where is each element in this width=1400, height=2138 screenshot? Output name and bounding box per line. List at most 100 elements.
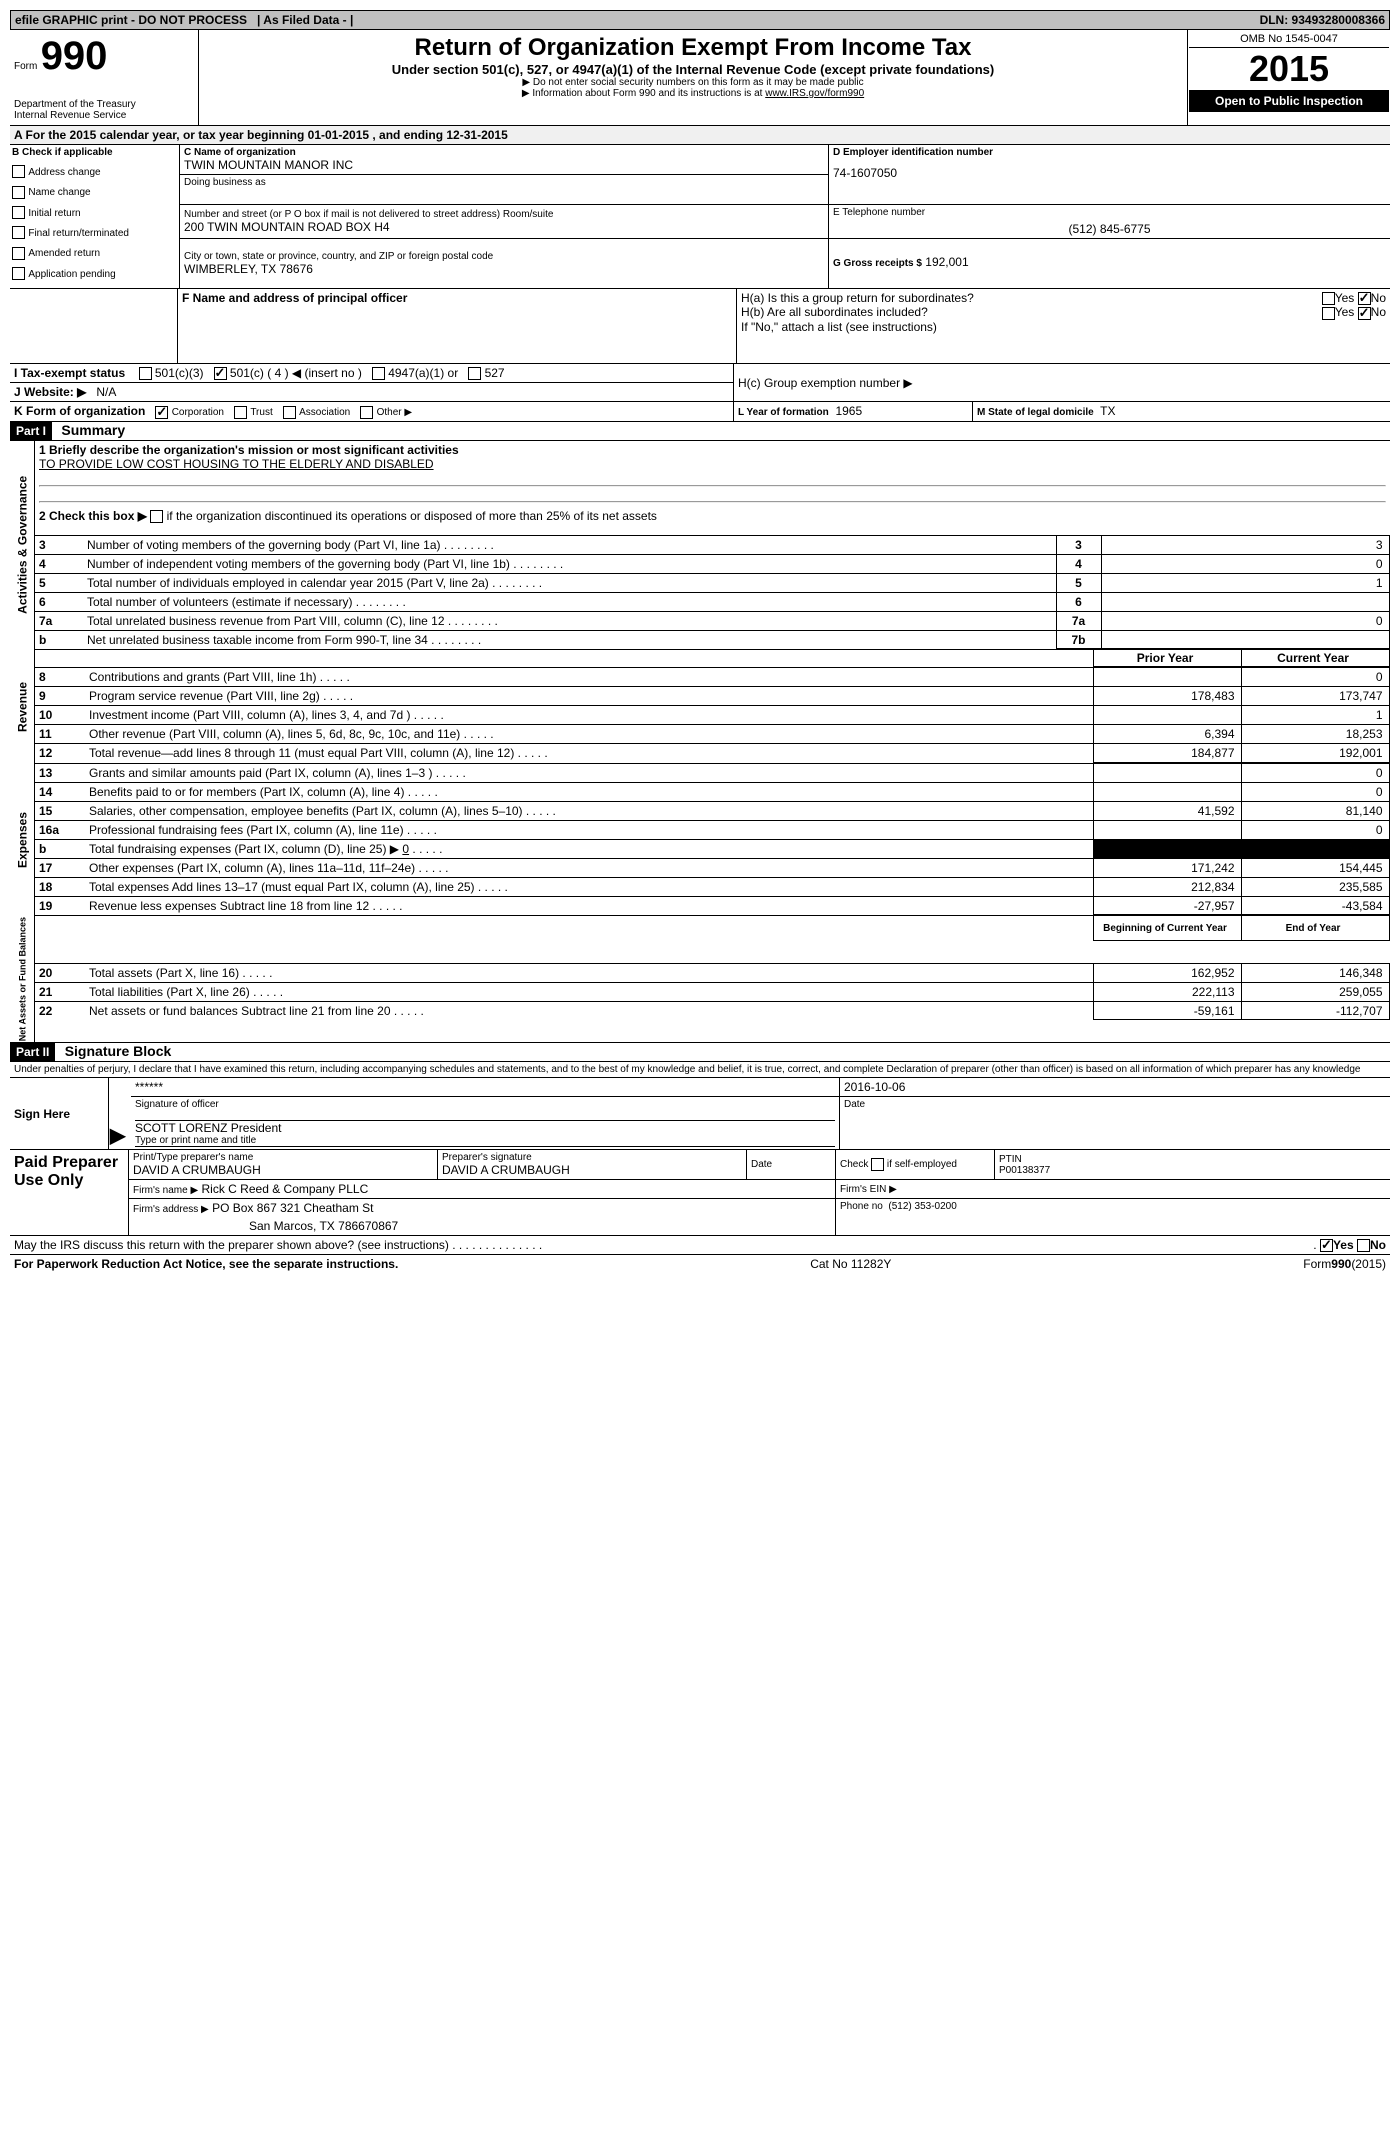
part1-header: Part I bbox=[10, 422, 52, 440]
line-k-checkbox[interactable] bbox=[360, 406, 373, 419]
discuss-yes-checkbox[interactable] bbox=[1320, 1239, 1333, 1252]
self-employed-checkbox[interactable] bbox=[871, 1158, 884, 1171]
row-text: Revenue less expenses Subtract line 18 f… bbox=[85, 896, 1093, 915]
row-num: 18 bbox=[39, 880, 52, 894]
firm-addr-label: Firm's address ▶ bbox=[133, 1204, 209, 1215]
current-value: 154,445 bbox=[1241, 858, 1389, 877]
row-text: Other revenue (Part VIII, column (A), li… bbox=[85, 725, 1093, 744]
line-i-label: I Tax-exempt status bbox=[14, 366, 125, 380]
ha-no-checkbox[interactable] bbox=[1358, 292, 1371, 305]
row-num: 7a bbox=[39, 614, 52, 628]
box-b-checkbox[interactable] bbox=[12, 186, 25, 199]
ha-yes-checkbox[interactable] bbox=[1322, 292, 1335, 305]
row-value: 1 bbox=[1101, 573, 1389, 592]
top-bar: efile GRAPHIC print - DO NOT PROCESS | A… bbox=[10, 10, 1390, 30]
sig-stars: ****** bbox=[135, 1080, 835, 1094]
box-b-item: Name change bbox=[28, 187, 90, 198]
row-num: 9 bbox=[39, 689, 46, 703]
footer: For Paperwork Reduction Act Notice, see … bbox=[10, 1255, 1390, 1273]
ptin: P00138377 bbox=[999, 1165, 1386, 1176]
current-value: 0 bbox=[1241, 763, 1389, 782]
row-num: 12 bbox=[39, 746, 52, 760]
ha-yesno: Yes No bbox=[1322, 291, 1386, 305]
omb-number: OMB No 1545-0047 bbox=[1189, 31, 1389, 48]
dln: DLN: 93493280008366 bbox=[1260, 13, 1385, 27]
row-text: Benefits paid to or for members (Part IX… bbox=[85, 782, 1093, 801]
hb-label: H(b) Are all subordinates included? bbox=[741, 305, 928, 319]
row-text: Contributions and grants (Part VIII, lin… bbox=[85, 668, 1093, 687]
row-num: 11 bbox=[39, 727, 52, 741]
current-value: 173,747 bbox=[1241, 687, 1389, 706]
line-k-checkbox[interactable] bbox=[234, 406, 247, 419]
box-b-checkbox[interactable] bbox=[12, 226, 25, 239]
q1-label: 1 Briefly describe the organization's mi… bbox=[39, 443, 1386, 457]
527-checkbox[interactable] bbox=[468, 367, 481, 380]
open-public: Open to Public Inspection bbox=[1189, 90, 1389, 112]
ein: 74-1607050 bbox=[833, 166, 1386, 180]
row-text: Salaries, other compensation, employee b… bbox=[85, 801, 1093, 820]
f-h-block: F Name and address of principal officer … bbox=[10, 288, 1390, 363]
part1-title: Summary bbox=[55, 422, 125, 438]
firm-addr: PO Box 867 321 Cheatham St bbox=[212, 1201, 373, 1215]
row-value: 3 bbox=[1101, 535, 1389, 554]
row-num: 6 bbox=[39, 595, 46, 609]
part2-title: Signature Block bbox=[59, 1043, 172, 1059]
org-name: TWIN MOUNTAIN MANOR INC bbox=[184, 158, 824, 172]
row-num: 15 bbox=[39, 804, 52, 818]
line-k-opt: Trust bbox=[250, 407, 272, 418]
phone-label: Phone no bbox=[840, 1201, 883, 1212]
box-b-checkbox[interactable] bbox=[12, 165, 25, 178]
prior-value bbox=[1093, 668, 1241, 687]
current-value: 146,348 bbox=[1241, 963, 1389, 982]
501c-checkbox[interactable] bbox=[214, 367, 227, 380]
row-value: 0 bbox=[1101, 611, 1389, 630]
row-num: 16a bbox=[39, 823, 59, 837]
current-value: 0 bbox=[1241, 668, 1389, 687]
vert-expenses: Expenses bbox=[10, 763, 35, 916]
q2-rest: if the organization discontinued its ope… bbox=[167, 509, 657, 523]
501c3-checkbox[interactable] bbox=[139, 367, 152, 380]
row-num: 22 bbox=[39, 1004, 52, 1018]
q1-answer: TO PROVIDE LOW COST HOUSING TO THE ELDER… bbox=[39, 457, 1386, 471]
box-b-checkbox[interactable] bbox=[12, 206, 25, 219]
row-text: Total fundraising expenses (Part IX, col… bbox=[85, 839, 1093, 858]
prior-value: 41,592 bbox=[1093, 801, 1241, 820]
box-d-label: D Employer identification number bbox=[833, 147, 1386, 158]
current-value: -43,584 bbox=[1241, 896, 1389, 915]
current-value: 0 bbox=[1241, 782, 1389, 801]
q2-checkbox[interactable] bbox=[150, 510, 163, 523]
4947-checkbox[interactable] bbox=[372, 367, 385, 380]
officer-name: SCOTT LORENZ President bbox=[135, 1120, 835, 1135]
row-value: 0 bbox=[1101, 554, 1389, 573]
footer-left: For Paperwork Reduction Act Notice, see … bbox=[14, 1257, 398, 1271]
paid-preparer-block: Paid Preparer Use Only Print/Type prepar… bbox=[10, 1149, 1390, 1235]
box-b-checkbox[interactable] bbox=[12, 247, 25, 260]
opt-4947: 4947(a)(1) or bbox=[388, 366, 458, 380]
line-m-label: M State of legal domicile bbox=[977, 407, 1094, 418]
box-e-label: E Telephone number bbox=[833, 207, 1386, 218]
row-text: Grants and similar amounts paid (Part IX… bbox=[85, 763, 1093, 782]
firm-name: Rick C Reed & Company PLLC bbox=[202, 1182, 369, 1196]
row-num: 4 bbox=[39, 557, 46, 571]
hb-yes-checkbox[interactable] bbox=[1322, 307, 1335, 320]
row-value bbox=[1101, 592, 1389, 611]
box-b-title: B Check if applicable bbox=[12, 147, 177, 158]
sig-officer-label: Signature of officer bbox=[135, 1099, 835, 1110]
prep-sig-label: Preparer's signature bbox=[442, 1152, 742, 1163]
firm-name-label: Firm's name ▶ bbox=[133, 1185, 198, 1196]
efile-label: efile GRAPHIC print - DO NOT PROCESS | A… bbox=[15, 13, 353, 27]
current-value: 192,001 bbox=[1241, 744, 1389, 763]
box-b-checkbox[interactable] bbox=[12, 267, 25, 280]
tax-year: 2015 bbox=[1189, 48, 1389, 90]
irs-link[interactable]: www.IRS.gov/form990 bbox=[765, 88, 864, 99]
discuss-no-checkbox[interactable] bbox=[1357, 1239, 1370, 1252]
note1: ▶ Do not enter social security numbers o… bbox=[209, 77, 1177, 88]
prior-value bbox=[1093, 820, 1241, 839]
line-k-checkbox[interactable] bbox=[283, 406, 296, 419]
city-label: City or town, state or province, country… bbox=[184, 251, 824, 262]
hb-no-checkbox[interactable] bbox=[1358, 307, 1371, 320]
ptin-label: PTIN bbox=[999, 1154, 1386, 1165]
line-k-checkbox[interactable] bbox=[155, 406, 168, 419]
shaded-cell bbox=[1093, 839, 1241, 858]
row-text: Other expenses (Part IX, column (A), lin… bbox=[85, 858, 1093, 877]
